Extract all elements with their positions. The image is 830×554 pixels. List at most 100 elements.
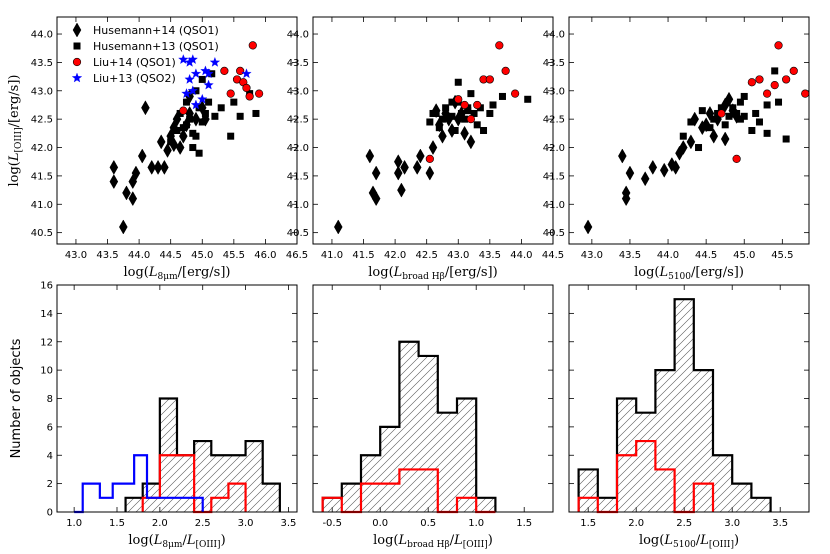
husemann14-point (72, 22, 82, 38)
x-tick-label: 43.5 (619, 250, 641, 261)
husemann14-point (109, 174, 119, 190)
x-tick-label: 44.0 (128, 250, 150, 261)
husemann13-point (167, 138, 175, 146)
y-tick-label: 4 (47, 451, 53, 462)
series-liu-14-qso1- (425, 41, 520, 163)
x-axis-label: log(Lbroad Hβ/L[OIII]) (373, 533, 493, 550)
y-tick-label: 43.0 (543, 86, 565, 97)
hist-series-liu-14 (321, 468, 496, 514)
husemann14-point (640, 171, 650, 187)
hist-5100-panel-frame (568, 284, 810, 513)
hist-8um-panel: 1.0 1.5 2.0 2.5 3.0 3.5 0 2 4 6 8 10 12 14 16 (40, 281, 297, 529)
husemann13-point (729, 104, 737, 112)
husemann14-point (659, 162, 669, 178)
x-tick-label: 0.0 (372, 518, 388, 529)
husemann13-point (195, 104, 203, 112)
liu13-point (209, 56, 221, 67)
husemann13-point (782, 135, 790, 143)
husemann13-point (429, 109, 437, 117)
y-tick-label: 41.0 (543, 200, 565, 211)
x-axis-label: log(L5100/L[OIII]) (639, 533, 739, 550)
husemann13-point (470, 109, 478, 117)
liu14-point (770, 80, 779, 90)
husemann14-point (160, 159, 169, 175)
hist-outline-black (321, 340, 497, 512)
x-tick-label: 45.5 (771, 250, 793, 261)
husemann14-point (686, 134, 696, 150)
husemann13-point (775, 98, 783, 106)
husemann14-point (153, 159, 163, 175)
husemann14-point (393, 165, 403, 181)
husemann14-point (412, 159, 422, 175)
legend-label: Husemann+14 (QSO1) (93, 24, 219, 37)
x-tick-label: 3.0 (724, 518, 740, 529)
x-tick-label: 45.5 (223, 250, 245, 261)
husemann14-point (163, 142, 172, 158)
y-tick-label: 14 (40, 309, 53, 320)
y-tick-label: 0 (47, 508, 53, 519)
x-tick-label: 1.5 (580, 518, 596, 529)
y-tick-label: 42.0 (287, 143, 309, 154)
husemann14-point (147, 159, 157, 175)
husemann13-point (217, 104, 225, 112)
husemann13-point (252, 109, 260, 117)
husemann13-point (227, 132, 235, 140)
liu14-point (495, 41, 504, 50)
x-tick-label: 44.5 (542, 250, 564, 261)
liu14-point (789, 66, 798, 76)
husemann14-point (618, 148, 627, 164)
husemann13-point (173, 127, 181, 134)
husemann14-point (128, 191, 138, 207)
x-tick-label: 44.5 (160, 250, 182, 261)
husemann14-point (425, 165, 435, 181)
hist-outline-red (321, 468, 496, 514)
liu14-point (179, 106, 188, 115)
x-tick-label: 43.5 (479, 250, 501, 261)
husemann13-point (182, 98, 190, 106)
liu13-point (203, 79, 214, 90)
husemann14-point (690, 111, 700, 127)
husemann14-point (583, 219, 593, 235)
y-tick-label: 40.5 (287, 228, 309, 239)
x-tick-label: 42.5 (416, 250, 438, 261)
husemann13-point (752, 109, 760, 117)
x-tick-label: 2.0 (152, 518, 168, 529)
x-tick-label: 43.0 (581, 250, 603, 261)
hist-series-all (577, 298, 772, 512)
legend-label: Liu+14 (QSO1) (93, 56, 176, 69)
husemann13-point (736, 115, 744, 123)
legend: Husemann+14 (QSO1) Husemann+13 (QSO1) Liu+… (71, 22, 219, 85)
husemann13-point (236, 112, 244, 120)
x-axis-label: log(Lbroad Hβ/[erg/s]) (368, 265, 497, 282)
liu14-point (248, 41, 257, 50)
hist-hbeta-panel-frame (312, 284, 554, 513)
husemann14-point (724, 91, 734, 107)
husemann13-point (733, 109, 741, 117)
scatter-8um-panel-frame (56, 16, 298, 245)
husemann13-point (740, 112, 748, 120)
x-tick-label: 2.5 (676, 518, 692, 529)
husemann14-point (109, 159, 119, 175)
husemann14-point (156, 134, 166, 150)
liu13-point (187, 85, 198, 96)
husemann14-point (720, 131, 730, 147)
husemann14-point (179, 128, 188, 144)
y-tick-label: 43.0 (287, 86, 309, 97)
series-liu-13-qso2- (178, 54, 252, 110)
husemann13-point (448, 98, 456, 106)
y-tick-label: 42.0 (543, 143, 565, 154)
liu14-point (473, 100, 482, 110)
x-tick-label: 43.0 (447, 250, 469, 261)
x-tick-label: 45.0 (733, 250, 755, 261)
x-tick-label: 46.5 (286, 250, 308, 261)
husemann13-point (454, 78, 462, 86)
husemann14-point (709, 128, 719, 144)
husemann14-point (416, 148, 425, 164)
husemann13-point (457, 109, 465, 117)
husemann14-point (365, 148, 375, 164)
husemann13-point (706, 124, 714, 132)
husemann13-point (442, 104, 450, 112)
y-tick-label: 42.5 (543, 115, 565, 126)
liu14-point (460, 100, 469, 110)
series-husemann-14-qso1- (109, 88, 210, 235)
